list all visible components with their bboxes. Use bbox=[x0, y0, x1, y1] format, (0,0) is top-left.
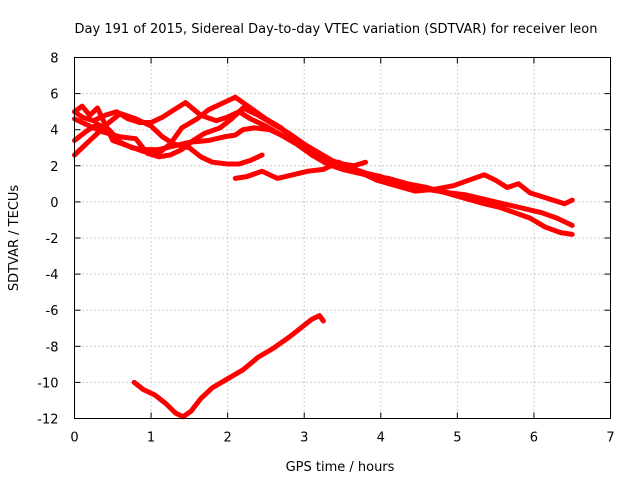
x-tick-label: 2 bbox=[224, 431, 232, 446]
y-tick-label: -6 bbox=[46, 304, 59, 319]
grid bbox=[74, 57, 611, 419]
y-tick-label: 8 bbox=[50, 52, 58, 67]
series-line-sat-e bbox=[72, 100, 575, 237]
x-axis-label: GPS time / hours bbox=[286, 460, 395, 475]
series-line-sat-g bbox=[131, 313, 326, 420]
x-tick-label: 7 bbox=[606, 431, 614, 446]
y-tick-label: 4 bbox=[50, 124, 58, 139]
chart-title: Day 191 of 2015, Sidereal Day-to-day VTE… bbox=[75, 22, 598, 37]
y-tick-label: -2 bbox=[46, 232, 59, 247]
axis-ticks: 0 1 2 3 4 5 6 7 -12 -10 -8 -6 -4 -2 0 2 4 6 8 bbox=[37, 52, 614, 446]
plot-frame bbox=[74, 57, 611, 419]
series-line-sat-d bbox=[72, 105, 575, 228]
y-tick-label: -10 bbox=[37, 376, 58, 391]
y-tick-label: 0 bbox=[50, 196, 58, 211]
y-tick-label: 6 bbox=[50, 88, 58, 103]
y-axis-label: SDTVAR / TECUs bbox=[7, 185, 22, 292]
y-tick-label: -4 bbox=[46, 268, 59, 283]
x-tick-label: 4 bbox=[377, 431, 385, 446]
y-tick-label: 2 bbox=[50, 160, 58, 175]
y-tick-label: -8 bbox=[46, 340, 59, 355]
x-tick-label: 0 bbox=[70, 431, 78, 446]
x-tick-label: 1 bbox=[147, 431, 155, 446]
x-tick-label: 3 bbox=[300, 431, 308, 446]
x-tick-label: 6 bbox=[530, 431, 538, 446]
y-tick-label: -12 bbox=[37, 413, 58, 428]
x-tick-label: 5 bbox=[453, 431, 461, 446]
series-line-sat-f bbox=[232, 159, 575, 207]
data-series bbox=[72, 94, 575, 420]
